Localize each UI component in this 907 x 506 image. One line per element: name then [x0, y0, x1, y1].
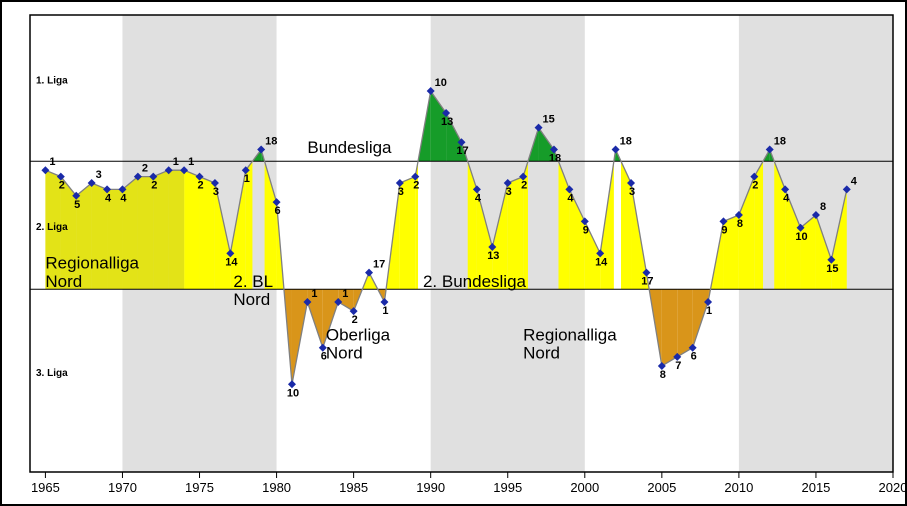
pos-label: 4: [567, 192, 574, 204]
x-tick-label: 2000: [570, 480, 599, 495]
pos-label: 2: [413, 180, 419, 192]
pos-label: 2: [352, 314, 358, 326]
chart-svg: 1253442211231411861016121713210131741332…: [0, 0, 907, 506]
pos-label: 17: [373, 259, 385, 271]
x-tick-label: 1975: [185, 480, 214, 495]
pos-label: 3: [213, 186, 219, 198]
pos-label: 2: [752, 180, 758, 192]
league-history-chart: 1253442211231411861016121713210131741332…: [0, 0, 907, 506]
tier-label: 1. Liga: [36, 76, 68, 87]
pos-label: 18: [265, 136, 277, 148]
pos-label: 8: [737, 218, 743, 230]
region-label: Nord: [523, 344, 560, 363]
pos-label: 18: [620, 136, 632, 148]
pos-label: 3: [629, 186, 635, 198]
x-tick-label: 2005: [647, 480, 676, 495]
x-tick-label: 2020: [879, 480, 907, 495]
x-tick-label: 1995: [493, 480, 522, 495]
pos-label: 14: [595, 256, 608, 268]
pos-label: 9: [583, 224, 589, 236]
pos-label: 15: [543, 114, 555, 126]
pos-label: 4: [851, 175, 858, 187]
pos-label: 3: [506, 186, 512, 198]
pos-label: 1: [382, 305, 388, 317]
pos-label: 13: [487, 250, 499, 262]
region-label: Nord: [45, 272, 82, 291]
region-label: Nord: [326, 344, 363, 363]
pos-label: 1: [49, 156, 55, 168]
pos-label: 2: [197, 180, 203, 192]
pos-label: 14: [225, 256, 238, 268]
pos-label: 13: [441, 116, 453, 128]
pos-label: 1: [173, 156, 179, 168]
pos-label: 1: [311, 288, 317, 300]
pos-label: 15: [826, 263, 838, 275]
pos-label: 4: [105, 192, 112, 204]
x-tick-label: 1985: [339, 480, 368, 495]
x-tick-label: 2010: [724, 480, 753, 495]
pos-label: 4: [120, 192, 127, 204]
region-label: Oberliga: [326, 325, 391, 344]
pos-label: 10: [287, 387, 299, 399]
pos-label: 2: [59, 180, 65, 192]
pos-label: 17: [641, 276, 653, 288]
x-tick-label: 1970: [108, 480, 137, 495]
pos-label: 3: [398, 186, 404, 198]
pos-label: 8: [660, 369, 666, 381]
pos-label: 5: [74, 199, 80, 211]
pos-label: 9: [721, 224, 727, 236]
pos-label: 1: [244, 173, 250, 185]
x-tick-label: 2015: [801, 480, 830, 495]
pos-label: 2: [142, 163, 148, 175]
pos-label: 6: [275, 205, 281, 217]
pos-label: 4: [475, 192, 482, 204]
pos-label: 10: [795, 231, 807, 243]
pos-label: 7: [675, 360, 681, 372]
x-tick-label: 1990: [416, 480, 445, 495]
pos-label: 1: [706, 305, 712, 317]
region-label: Regionalliga: [45, 254, 139, 273]
x-tick-label: 1980: [262, 480, 291, 495]
pos-label: 18: [549, 153, 561, 165]
pos-label: 6: [691, 351, 697, 363]
region-label: 2. BL: [233, 272, 273, 291]
tier-label: 3. Liga: [36, 368, 68, 379]
region-label: 2. Bundesliga: [423, 272, 527, 291]
region-label: Nord: [233, 290, 270, 309]
pos-label: 10: [435, 77, 447, 89]
pos-label: 8: [820, 201, 826, 213]
pos-label: 3: [96, 169, 102, 181]
x-tick-label: 1965: [31, 480, 60, 495]
pos-label: 1: [342, 288, 348, 300]
pos-label: 18: [774, 136, 786, 148]
pos-label: 1: [188, 156, 194, 168]
region-label: Bundesliga: [307, 138, 392, 157]
pos-label: 17: [456, 145, 468, 157]
pos-label: 4: [783, 192, 790, 204]
tier-label: 2. Liga: [36, 222, 68, 233]
pos-label: 2: [521, 180, 527, 192]
pos-label: 2: [151, 180, 157, 192]
region-label: Regionalliga: [523, 325, 617, 344]
